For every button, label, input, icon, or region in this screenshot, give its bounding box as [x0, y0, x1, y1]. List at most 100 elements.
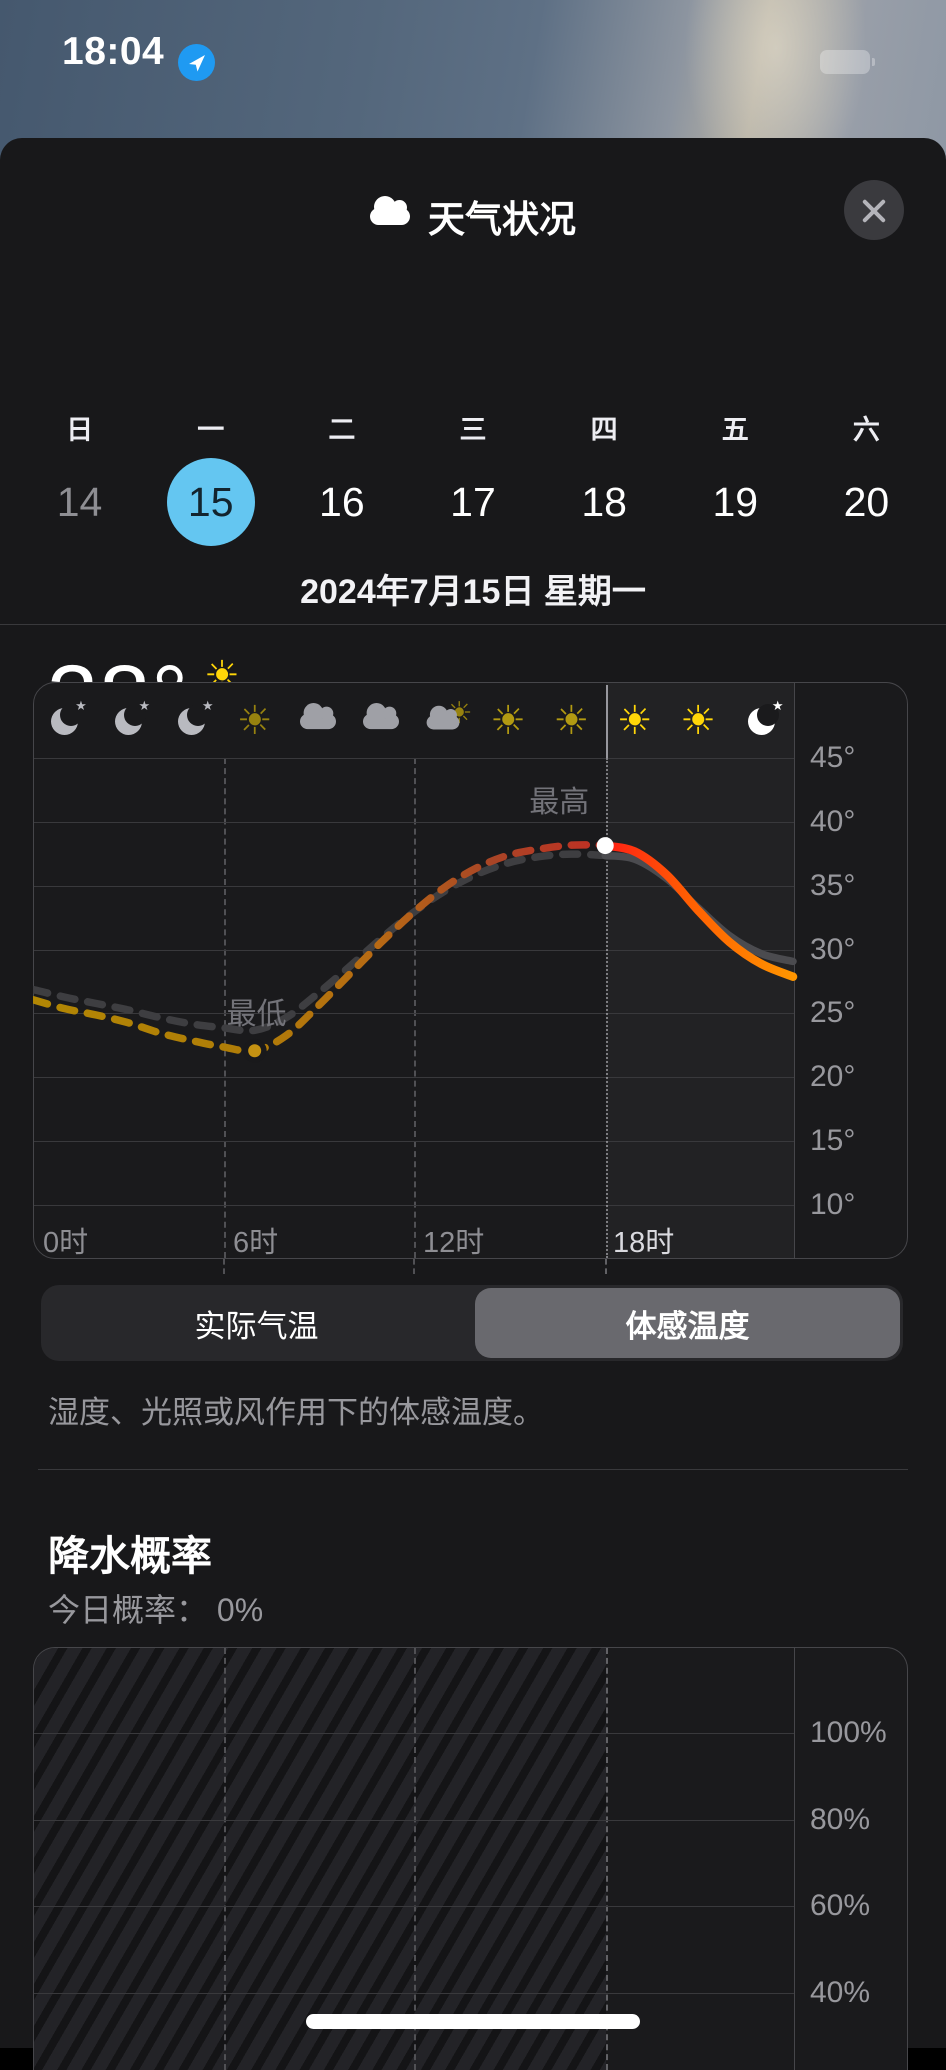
- precip-gridline: [34, 1906, 794, 1908]
- current-time-line-dotted: [606, 758, 609, 1258]
- date-number: 19: [712, 478, 759, 525]
- temp-y-tick-label: 15°: [810, 1124, 856, 1158]
- temp-gridline: [34, 758, 794, 759]
- temp-y-tick-label: 10°: [810, 1188, 856, 1222]
- home-indicator[interactable]: [306, 2014, 640, 2029]
- full-date-label: 2024年7月15日 星期一: [300, 573, 646, 611]
- precip-y-tick-label: 80%: [810, 1802, 871, 1836]
- max-temp-label: 最高: [529, 786, 590, 820]
- y-axis-separator: [794, 1648, 795, 2070]
- date-cell[interactable]: 17: [407, 456, 538, 548]
- date-cell[interactable]: 16: [276, 456, 407, 548]
- date-cell[interactable]: 19: [670, 456, 801, 548]
- date-number: 14: [56, 478, 103, 525]
- tick-extension: [413, 1259, 415, 1274]
- temp-gridline: [34, 1141, 794, 1143]
- sun-icon: ☀: [616, 698, 653, 744]
- temperature-curves: [33, 837, 798, 1063]
- feels-like-caption: 湿度、光照或风作用下的体感温度。: [48, 1395, 544, 1430]
- cloud-icon: [286, 700, 350, 742]
- elapsed-hours-hatch: [34, 1648, 607, 2070]
- temp-gridline: [34, 1205, 794, 1207]
- temp-x-tick-label: 18时: [613, 1227, 675, 1259]
- moon-icon: ★: [729, 700, 793, 742]
- tick-extension: [223, 1259, 225, 1274]
- hour-gridline-dashed: [414, 1648, 416, 2070]
- sun-icon: ☀: [553, 698, 590, 744]
- temp-gridline: [34, 1077, 794, 1079]
- moon-stars-icon: ★: [96, 700, 160, 742]
- cloud-icon: [349, 700, 413, 742]
- current-time-line-dashed: [606, 1648, 609, 2070]
- sun-icon: ☀: [490, 698, 526, 744]
- tab-feels-like[interactable]: 体感温度: [475, 1288, 900, 1358]
- sheet-header: 天气状况: [0, 176, 946, 256]
- precip-today-label: 今日概率： 0%: [48, 1592, 264, 1628]
- hour-gridline-dashed: [414, 758, 416, 1258]
- temp-y-tick-label: 25°: [810, 996, 856, 1030]
- date-cell[interactable]: 14: [14, 456, 145, 548]
- precip-gridline: [34, 1993, 794, 1995]
- precipitation-chart[interactable]: 100% 80% 60% 40%: [33, 1647, 908, 2070]
- temp-mode-segmented-control: 实际气温 体感温度: [41, 1285, 903, 1361]
- date-cell[interactable]: 15: [145, 456, 276, 548]
- current-time-line: [606, 685, 609, 758]
- weekday-label: 三: [459, 415, 487, 445]
- sun-icon: ☀: [680, 698, 716, 744]
- precip-section-title: 降水概率: [48, 1533, 212, 1579]
- temp-gridline: [34, 821, 794, 823]
- sheet-title: 天气状况: [428, 199, 576, 240]
- date-cell[interactable]: 18: [539, 456, 670, 548]
- temp-gridline: [34, 949, 794, 951]
- section-divider: [38, 1469, 908, 1470]
- temp-y-tick-label: 35°: [810, 868, 856, 902]
- temp-gridline: [34, 885, 794, 887]
- date-number: 18: [581, 478, 627, 525]
- precip-gridline: [34, 1819, 794, 1821]
- temp-x-tick-label: 12时: [423, 1227, 485, 1259]
- hour-gridline-dashed: [224, 758, 226, 1258]
- temp-y-tick-label: 20°: [810, 1060, 856, 1094]
- cloud-sun-icon: ☀: [413, 696, 477, 742]
- date-number: 17: [450, 478, 496, 525]
- precip-y-tick-label: 60%: [810, 1889, 871, 1923]
- weekday-row: 日一二三四五六: [14, 408, 932, 447]
- tab-actual-temp[interactable]: 实际气温: [194, 1308, 319, 1344]
- precip-y-tick-label: 100%: [810, 1716, 887, 1749]
- status-time: 18:04: [62, 30, 165, 73]
- weekday-label: 一: [197, 415, 225, 445]
- future-hours-highlight: [606, 683, 794, 1258]
- y-axis-separator: [794, 683, 795, 1258]
- precip-y-tick-label: 40%: [810, 1976, 871, 2010]
- selected-date: 15: [166, 458, 255, 546]
- temp-y-tick-label: 45°: [810, 741, 856, 774]
- cloud-icon: [370, 195, 410, 225]
- weekday-label: 日: [66, 415, 94, 445]
- min-temp-label: 最低: [226, 997, 287, 1031]
- hour-gridline-dashed: [224, 1648, 226, 2070]
- temp-x-tick-label: 0时: [43, 1227, 89, 1259]
- battery-icon: [820, 50, 875, 74]
- date-number: 16: [319, 478, 365, 525]
- weekday-label: 四: [590, 415, 618, 445]
- temp-x-tick-label: 6时: [233, 1227, 279, 1259]
- temp-y-tick-label: 40°: [810, 804, 856, 838]
- weekday-label: 六: [852, 415, 880, 445]
- moon-stars-icon: ★: [159, 700, 223, 742]
- sun-icon: ☀: [236, 698, 273, 744]
- status-bar: 18:04: [0, 0, 946, 100]
- temp-gridline: [34, 1013, 794, 1015]
- moon-stars-icon: ★: [33, 700, 97, 742]
- close-button[interactable]: [844, 180, 904, 240]
- weekday-label: 二: [328, 415, 356, 445]
- date-cell[interactable]: 20: [801, 456, 932, 548]
- date-number: 20: [843, 478, 890, 525]
- temp-y-tick-label: 30°: [810, 932, 856, 966]
- section-divider: [0, 624, 946, 625]
- tick-extension: [605, 1259, 608, 1274]
- date-row: 14 15 16 17 18 19 20: [14, 456, 932, 548]
- temperature-chart[interactable]: 45° 40° 35° 30° 25° 20° 15° 10° 0时 6时 12时 18时: [33, 682, 908, 1259]
- weekday-label: 五: [721, 415, 749, 445]
- location-arrow-icon: [178, 44, 215, 81]
